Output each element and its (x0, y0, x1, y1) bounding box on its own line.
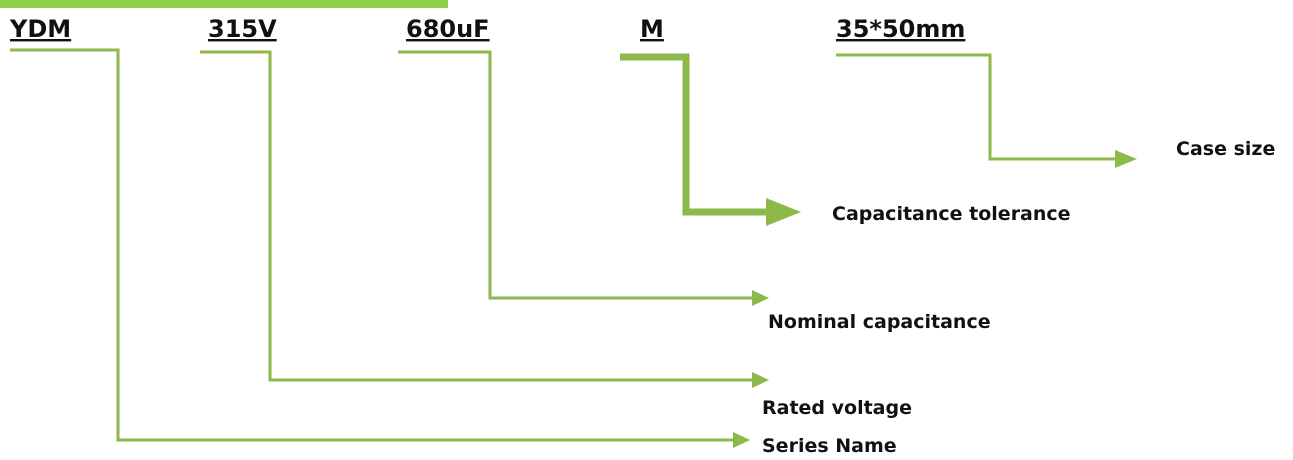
arrow (733, 432, 750, 448)
top-bar (0, 0, 448, 8)
description: Case size (1176, 138, 1275, 160)
code: 680uF (406, 15, 490, 43)
connector (398, 50, 755, 300)
arrow (1115, 150, 1137, 168)
arrow (752, 290, 769, 306)
code: YDM (9, 15, 71, 43)
description: Series Name (762, 435, 897, 456)
connector (10, 48, 735, 442)
connector (200, 50, 755, 382)
connector (620, 53, 770, 216)
arrow (766, 198, 801, 226)
description: Capacitance tolerance (832, 203, 1071, 225)
description: Nominal capacitance (768, 311, 991, 333)
connector (836, 53, 1118, 161)
code: M (640, 15, 664, 43)
code: 35*50mm (836, 15, 965, 43)
code: 315V (208, 15, 277, 43)
arrow (752, 372, 769, 388)
description: Rated voltage (762, 397, 912, 419)
